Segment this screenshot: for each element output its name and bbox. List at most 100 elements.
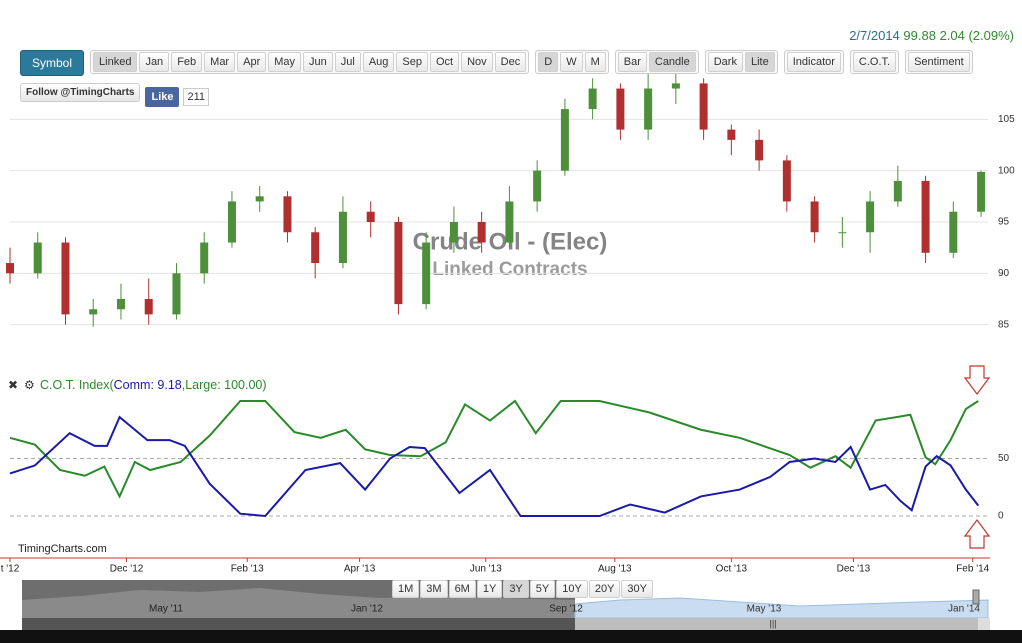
toolbar-button[interactable]: Oct [429,52,460,72]
x-tick-label: Feb '14 [956,564,989,575]
toolbar-button[interactable]: Jul [334,52,361,72]
cot-sep: , [182,378,185,392]
toolbar-button[interactable]: Lite [744,52,775,72]
candle-body [61,242,70,315]
candle-body [616,88,625,130]
follow-button[interactable]: Follow @TimingCharts [20,82,141,102]
cot-line [9,399,979,499]
scrollbar-track [22,618,575,630]
toolbar-button[interactable]: C.O.T. [852,52,897,72]
cot-comm: Comm: 9.18 [114,378,182,392]
candle-body [283,196,292,233]
navigator-area-past [22,588,575,618]
toolbar-button[interactable]: M [584,52,606,72]
candle-body [838,232,847,234]
toolbar-button[interactable]: Indicator [786,52,841,72]
toolbar-button[interactable]: Mar [204,52,236,72]
candle-body [338,211,347,264]
candle-body [949,211,958,253]
like-count: 211 [183,88,210,106]
range-button[interactable]: 20Y [588,580,621,598]
toolbar-button[interactable]: Candle [648,52,696,72]
range-button[interactable]: 3M [420,580,448,598]
navigator-area [574,597,989,619]
toolbar-button[interactable]: Jan [139,52,170,72]
candle-body [644,88,653,130]
button-group: Dark Lite [704,50,778,74]
toolbar-button[interactable]: Jun [303,52,333,72]
navigator-label: Sep '12 [549,604,583,615]
candle-body [866,201,875,233]
toolbar-button[interactable]: May [268,52,302,72]
x-tick-label: Aug '13 [598,564,632,575]
bottom-strip [0,630,1022,643]
like-button[interactable]: Like [145,87,180,107]
toolbar-button[interactable]: Dec [494,52,527,72]
candle-body [227,201,236,243]
toolbar-button[interactable]: W [560,52,583,72]
y-tick-label: 0 [998,511,1004,522]
range-button[interactable]: 3Y [503,580,529,598]
candle-body [782,160,791,202]
quote-date: 2/7/2014 [849,28,900,43]
symbol-button[interactable]: Symbol [20,50,85,76]
candle-body [6,263,14,274]
button-group: Bar Candle [614,50,699,74]
toolbar-button[interactable]: Apr [237,52,267,72]
y-tick-label: 100 [998,165,1015,176]
candle-body [755,139,764,161]
candle-body [533,170,542,202]
candle-body [921,180,930,253]
range-button[interactable]: 6M [448,580,476,598]
candle-body [977,171,986,212]
button-group: Linked Jan Feb Mar Apr May Jun Jul Aug Sep Oct Nov D… [90,50,530,74]
candle-body [200,242,209,274]
candle-body [893,180,902,202]
close-icon[interactable]: ✖ [8,378,18,392]
x-tick-label: Oct '13 [716,564,748,575]
scrollbar-thumb[interactable] [575,618,978,630]
candle-body [810,201,819,233]
candle-body [588,88,597,110]
range-selector: 1M 3M 6M 1Y 3Y 5Y 10Y 20Y 30Y [392,580,654,598]
y-tick-label: 105 [998,114,1015,125]
toolbar-button[interactable]: Linked [93,52,138,72]
toolbar-button[interactable]: Sentiment [908,52,970,72]
candle-body [172,273,181,315]
candle-body [699,83,708,130]
footer: TimingCharts.com [18,543,107,555]
watermark-subtitle: Linked Contracts [432,259,587,280]
candle-body [449,221,458,243]
toolbar-button[interactable]: Dark [707,52,743,72]
y-tick-label: 50 [998,453,1010,464]
range-button[interactable]: 1M [392,580,420,598]
cot-title-prefix: C.O.T. Index( [40,378,114,392]
candle-body [727,129,736,140]
x-tick-label: Jun '13 [470,564,502,575]
scrollbar-arrow[interactable] [978,618,990,630]
toolbar-button[interactable]: Bar [617,52,647,72]
range-button[interactable]: 10Y [556,580,588,598]
y-tick-label: 95 [998,217,1010,228]
toolbar-button[interactable]: D [538,52,559,72]
toolbar-button[interactable]: Sep [396,52,428,72]
candle-body [255,196,264,202]
range-button[interactable]: 30Y [621,580,653,598]
navigator-handle[interactable] [972,589,980,605]
candle-body [311,232,320,264]
candle-body [422,242,431,305]
range-button[interactable]: 5Y [529,580,556,598]
toolbar-button[interactable]: Feb [171,52,203,72]
candle-body [89,309,98,315]
y-tick-label: 90 [998,268,1010,279]
toolbar-button[interactable]: Aug [362,52,395,72]
candle-body [366,211,375,222]
arrow-down [963,365,991,395]
toolbar: Symbol Linked Jan Feb Mar Apr May Jun Jul Aug Sep O… [20,50,979,76]
range-button[interactable]: 1Y [476,580,503,598]
button-group: Indicator [783,50,844,74]
toolbar-button[interactable]: Nov [461,52,493,72]
button-group: C.O.T. [849,50,900,74]
quote-change: 99.88 2.04 (2.09%) [903,28,1014,43]
settings-icon[interactable]: ⚙ [24,378,35,392]
